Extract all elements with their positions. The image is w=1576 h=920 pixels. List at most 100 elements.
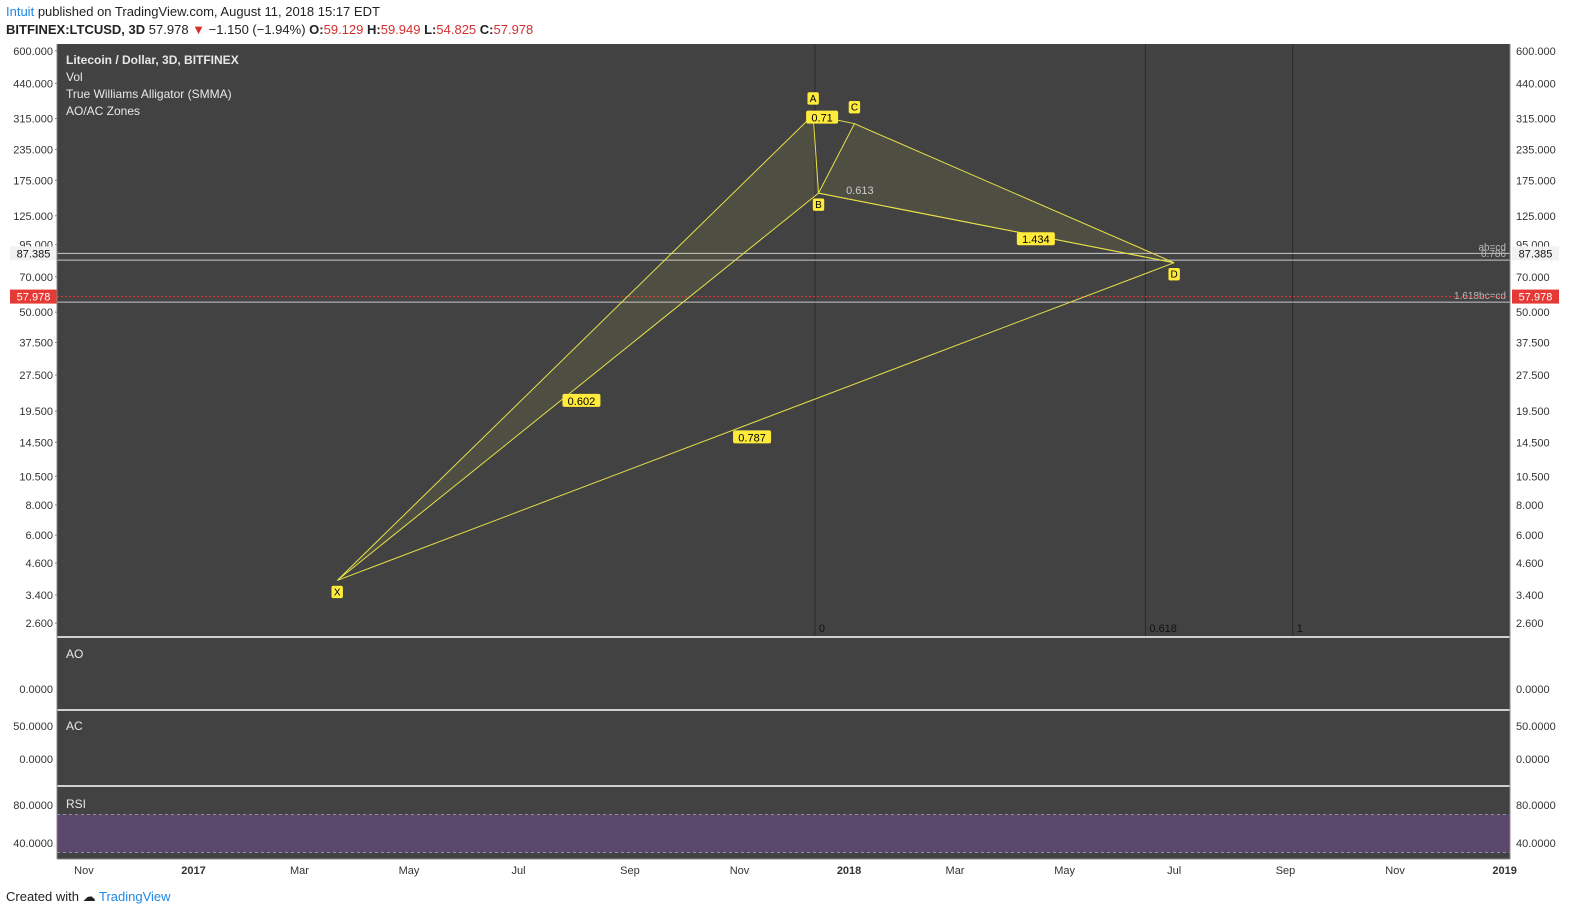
pattern-ratio-label: 0.613 <box>846 185 874 197</box>
legend-title: Litecoin / Dollar, 3D, BITFINEX <box>66 53 239 67</box>
price-tag-text: 87.385 <box>1519 248 1553 260</box>
chart-canvas[interactable]: 2.600 2.600 3.400 3.400 4.600 4.600 6.000 6.000… <box>0 0 1576 880</box>
pattern-point-badge <box>1167 267 1181 281</box>
created-with-text: Created with <box>6 889 79 904</box>
y-tick-label-left: 175.000 <box>13 175 53 187</box>
x-tick-label: Sep <box>1276 865 1296 877</box>
pattern-ratio-label: 1.434 <box>1016 232 1055 246</box>
pattern-point-letter: B <box>815 200 822 211</box>
y-tick-label-right: 8.000 <box>1516 500 1544 512</box>
harmonic-level-label: 1.618bc=cd <box>1454 291 1506 302</box>
y-tick-label-right: 125.000 <box>1516 211 1556 223</box>
legend-item-aoac[interactable]: AO/AC Zones <box>66 104 141 118</box>
y-tick-label-right: 10.500 <box>1516 471 1550 483</box>
x-tick-label: 2018 <box>837 865 861 877</box>
harmonic-level-label: ab=cd <box>1478 242 1506 253</box>
open-value: 59.129 <box>323 22 364 37</box>
y-tick-label-right: 19.500 <box>1516 406 1550 418</box>
last-price-tag-left: 57.978 <box>10 289 57 304</box>
rsi-y-label-right: 80.0000 <box>1516 800 1556 812</box>
tradingview-link[interactable]: TradingView <box>99 889 171 904</box>
x-tick-label: Nov <box>1385 865 1405 877</box>
legend-item-vol[interactable]: Vol <box>66 70 83 84</box>
fib-time-label: 1 <box>1297 623 1303 635</box>
ao-y-label-left: 0.0000 <box>19 684 53 696</box>
x-tick-label: 2017 <box>181 865 205 877</box>
y-tick-label-right: 37.500 <box>1516 337 1550 349</box>
pattern-point-letter: C <box>851 103 858 114</box>
time-axis-background <box>57 859 1510 880</box>
y-tick-label-right: 3.400 <box>1516 590 1544 602</box>
ratio-text: 1.434 <box>1022 234 1050 246</box>
pattern-point-badge <box>330 585 344 599</box>
level-price-tag-left: 87.385 <box>10 246 57 260</box>
price-tag-box <box>1512 289 1559 304</box>
pattern-point-c: C <box>848 100 861 114</box>
y-tick-label-right: 4.600 <box>1516 558 1544 570</box>
ratio-text: 0.71 <box>811 113 832 125</box>
left-axis-background <box>0 44 57 880</box>
pattern-point-x: X <box>330 585 344 599</box>
pattern-ratio-label: 0.602 <box>562 393 601 408</box>
price-change: −1.150 (−1.94%) <box>208 22 306 37</box>
price-tag-box <box>10 289 57 304</box>
y-tick-label-right: 6.000 <box>1516 530 1544 542</box>
x-tick-label: Nov <box>74 865 94 877</box>
open-label: O: <box>309 22 324 37</box>
ac-y-label-right: 50.0000 <box>1516 721 1556 733</box>
level-price-tag-right: 87.385 <box>1512 246 1559 260</box>
close-value: 57.978 <box>493 22 534 37</box>
pattern-point-badge <box>812 197 825 212</box>
pattern-ratio-label: 0.71 <box>806 110 839 125</box>
pattern-point-letter: X <box>334 587 341 598</box>
y-tick-label-left: 37.500 <box>19 337 53 349</box>
y-tick-label-left: 19.500 <box>19 406 53 418</box>
high-value: 59.949 <box>380 22 421 37</box>
right-axis-background <box>1510 44 1576 880</box>
fib-time-label: 0.618 <box>1149 623 1177 635</box>
y-tick-label-left: 27.500 <box>19 370 53 382</box>
y-tick-label-right: 2.600 <box>1516 618 1544 630</box>
ratio-badge <box>806 110 839 124</box>
symbol-name: BITFINEX:LTCUSD, 3D <box>6 22 146 37</box>
pattern-point-d: D <box>1167 267 1181 281</box>
pattern-point-badge <box>848 100 861 114</box>
price-tag-text: 87.385 <box>17 248 51 260</box>
low-value: 54.825 <box>436 22 477 37</box>
y-tick-label-right: 27.500 <box>1516 370 1550 382</box>
rsi-band <box>57 814 1510 853</box>
ratio-badge <box>733 430 772 444</box>
y-tick-label-right: 440.000 <box>1516 78 1556 90</box>
pattern-point-letter: D <box>1171 270 1178 281</box>
last-price-tag-right: 57.978 <box>1512 289 1559 304</box>
y-tick-label-left: 4.600 <box>25 558 53 570</box>
y-tick-label-left: 70.000 <box>19 272 53 284</box>
ratio-badge <box>1016 232 1055 246</box>
y-tick-label-left: 2.600 <box>25 618 53 630</box>
price-tag-box <box>1512 246 1559 261</box>
x-tick-label: Jul <box>512 865 526 877</box>
y-tick-label-left: 125.000 <box>13 211 53 223</box>
y-tick-label-right: 50.000 <box>1516 307 1550 319</box>
y-tick-label-right: 175.000 <box>1516 175 1556 187</box>
ao-panel-label: AO <box>66 647 84 661</box>
pattern-bd-line <box>818 192 1175 264</box>
ratio-text: 0.602 <box>568 396 596 408</box>
x-tick-label: Mar <box>290 865 309 877</box>
y-tick-label-left: 10.500 <box>19 471 53 483</box>
y-tick-label-left: 235.000 <box>13 144 53 156</box>
harmonic-level-label: 0.786 <box>1481 249 1506 260</box>
ac-panel-label: AC <box>66 719 83 733</box>
ratio-text: 0.613 <box>846 185 874 197</box>
down-arrow-icon: ▼ <box>192 22 206 37</box>
y-tick-label-left: 14.500 <box>19 437 53 449</box>
publisher-name[interactable]: Intuit <box>6 4 35 19</box>
y-tick-label-left: 315.000 <box>13 114 53 126</box>
publish-info: Intuit published on TradingView.com, Aug… <box>6 4 380 19</box>
price-tag-text: 57.978 <box>1519 292 1553 304</box>
price-tag-box <box>10 246 57 261</box>
close-label: C: <box>479 22 494 37</box>
legend-item-alligator[interactable]: True Williams Alligator (SMMA) <box>66 87 232 101</box>
x-tick-label: May <box>399 865 420 877</box>
price-tag-text: 57.978 <box>17 292 51 304</box>
